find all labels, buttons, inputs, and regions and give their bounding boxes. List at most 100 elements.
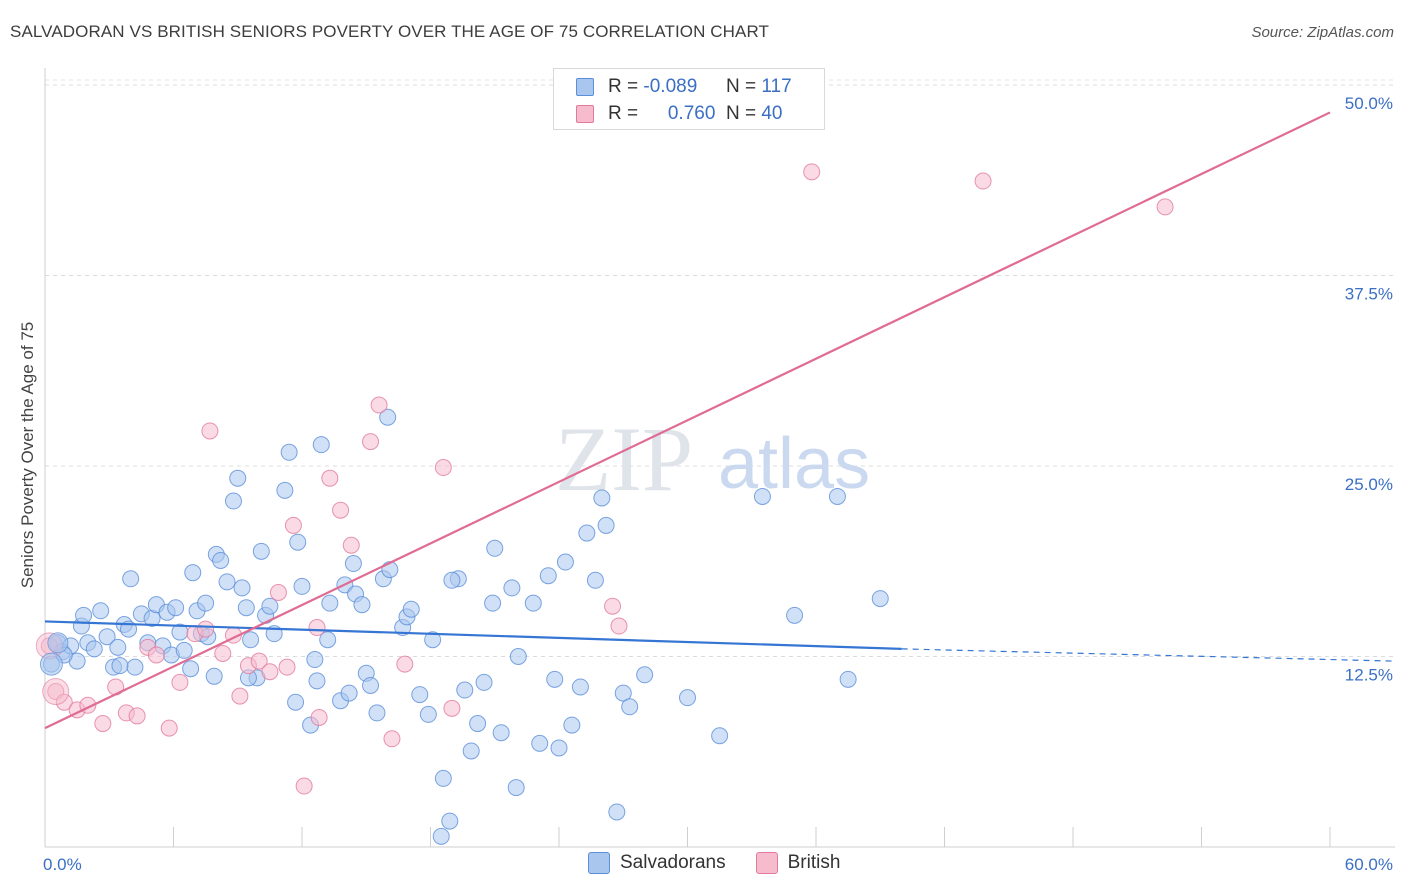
point-british <box>214 644 232 662</box>
point-salvadorans <box>182 660 200 678</box>
point-salvadorans <box>556 553 574 571</box>
point-salvadorans <box>276 481 294 499</box>
tick-labels: 12.5% 25.0% 37.5% 50.0% 0.0% 60.0% <box>43 94 1393 874</box>
grid-lines <box>45 79 1395 657</box>
legend-swatch-salvadorans <box>576 78 594 96</box>
point-salvadorans <box>507 779 525 797</box>
legend-n-value: 40 <box>761 103 783 124</box>
legend-swatch-salvadorans <box>588 852 610 874</box>
point-salvadorans <box>456 681 474 699</box>
point-salvadorans <box>229 469 247 487</box>
legend-swatch-british <box>576 105 594 123</box>
point-salvadorans <box>550 739 568 757</box>
point-salvadorans <box>563 716 581 734</box>
point-british <box>42 678 70 706</box>
point-salvadorans <box>578 524 596 542</box>
point-salvadorans <box>319 631 337 649</box>
legend-item-british[interactable]: British <box>755 852 841 874</box>
x-tick-label: 0.0% <box>43 855 82 874</box>
y-tick-label: 37.5% <box>1345 285 1393 304</box>
point-salvadorans <box>261 597 279 615</box>
point-british <box>201 422 219 440</box>
legend-r-label: R = <box>608 103 639 124</box>
trend-line-salvadorans <box>44 620 902 650</box>
axes <box>44 68 1395 848</box>
point-salvadorans <box>546 670 564 688</box>
point-salvadorans <box>252 542 270 560</box>
point-british <box>269 583 287 601</box>
point-british <box>231 687 249 705</box>
point-british <box>278 658 296 676</box>
data-points <box>35 163 1174 845</box>
legend-item-salvadorans[interactable]: Salvadorans <box>588 852 726 874</box>
point-salvadorans <box>75 606 93 624</box>
point-british <box>128 707 146 725</box>
point-british <box>94 715 112 733</box>
point-salvadorans <box>469 715 487 733</box>
point-salvadorans <box>786 606 804 624</box>
point-salvadorans <box>462 742 480 760</box>
point-salvadorans <box>289 533 307 551</box>
y-tick-label: 50.0% <box>1345 94 1393 113</box>
point-british <box>171 673 189 691</box>
y-tick-label: 12.5% <box>1345 666 1393 685</box>
point-salvadorans <box>293 577 311 595</box>
legend-r-value: -0.089 <box>643 76 698 97</box>
point-salvadorans <box>353 596 371 614</box>
point-british <box>443 699 461 717</box>
point-salvadorans <box>368 704 386 722</box>
point-salvadorans <box>419 705 437 723</box>
point-british <box>434 459 452 477</box>
point-salvadorans <box>92 602 110 620</box>
point-salvadorans <box>109 638 127 656</box>
point-salvadorans <box>711 727 729 745</box>
watermark: ZIP atlas <box>555 408 870 510</box>
point-british <box>250 652 268 670</box>
point-salvadorans <box>308 672 326 690</box>
trend-lines <box>44 111 1393 730</box>
point-salvadorans <box>212 551 230 569</box>
chart-title: SALVADORAN VS BRITISH SENIORS POVERTY OV… <box>10 22 770 41</box>
point-british <box>197 620 215 638</box>
legend-n-label: N = <box>725 103 757 124</box>
point-british <box>160 719 178 737</box>
stats-legend: R = -0.089 N = 117 R = 0.760 N = 40 <box>553 68 825 130</box>
point-salvadorans <box>531 734 549 752</box>
point-salvadorans <box>312 436 330 454</box>
trend-extension-salvadorans <box>901 648 1393 662</box>
point-british <box>284 516 302 534</box>
legend-label-british: British <box>787 852 841 873</box>
point-salvadorans <box>484 594 502 612</box>
point-salvadorans <box>379 408 397 426</box>
point-salvadorans <box>39 652 63 676</box>
point-british <box>370 396 388 414</box>
watermark-zip: ZIP <box>555 408 693 510</box>
point-british <box>147 646 165 664</box>
point-british <box>1156 198 1174 216</box>
legend-label-salvadorans: Salvadorans <box>620 852 726 873</box>
point-salvadorans <box>475 673 493 691</box>
point-salvadorans <box>167 599 185 617</box>
point-salvadorans <box>871 590 889 608</box>
point-salvadorans <box>218 573 236 591</box>
watermark-atlas: atlas <box>718 424 870 504</box>
point-salvadorans <box>122 570 140 588</box>
point-salvadorans <box>233 579 251 597</box>
point-salvadorans <box>586 571 604 589</box>
point-salvadorans <box>402 600 420 618</box>
point-salvadorans <box>753 487 771 505</box>
point-salvadorans <box>47 632 69 654</box>
point-salvadorans <box>424 631 442 649</box>
point-salvadorans <box>126 658 144 676</box>
point-salvadorans <box>98 628 116 646</box>
point-salvadorans <box>224 492 242 510</box>
point-british <box>321 469 339 487</box>
legend-r-value: 0.760 <box>667 103 716 124</box>
point-salvadorans <box>636 666 654 684</box>
point-salvadorans <box>539 567 557 585</box>
point-salvadorans <box>362 676 380 694</box>
point-salvadorans <box>280 443 298 461</box>
point-british <box>308 619 326 637</box>
series-legend: Salvadorans British <box>588 852 870 874</box>
point-salvadorans <box>486 539 504 557</box>
